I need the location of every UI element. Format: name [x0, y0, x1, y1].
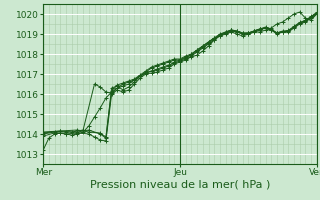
X-axis label: Pression niveau de la mer( hPa ): Pression niveau de la mer( hPa ): [90, 180, 270, 190]
